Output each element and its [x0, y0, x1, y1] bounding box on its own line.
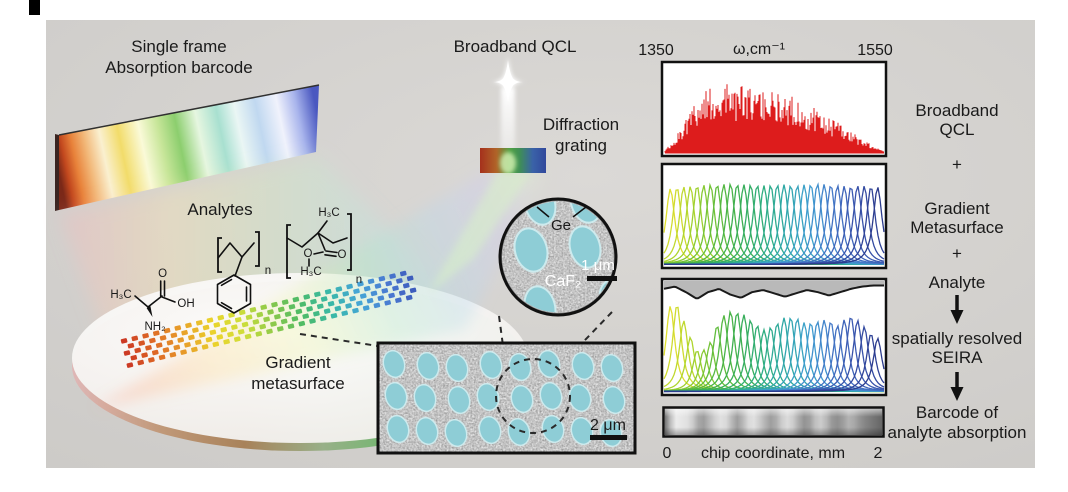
axis-label-1350: 1350	[638, 42, 674, 59]
axis-label-chip-coordinate: chip coordinate, mm	[701, 445, 845, 462]
title-line1: Single frame	[131, 37, 226, 56]
polystyrene-repeat-label: n	[265, 265, 271, 277]
pmma-ester-o-label: O	[304, 248, 313, 260]
barcode-strip-border	[662, 406, 885, 438]
scalebar-2um-label: 2 μm	[590, 417, 626, 434]
pmma-methyl-bottom-label: H₃C	[300, 266, 321, 278]
flow-step-metasurface-line2: Metasurface	[910, 218, 1004, 237]
panel-metasurface-resonances	[660, 162, 888, 270]
flow-step-seira-line1: spatially resolved	[892, 329, 1022, 348]
scalebar-1um	[587, 276, 617, 281]
alanine-methyl-label: H₃C	[110, 289, 131, 301]
down-arrow-icon-1	[950, 295, 964, 324]
ge-label: Ge	[551, 217, 571, 234]
flow-step-qcl-line2: QCL	[940, 120, 975, 139]
broadband-qcl-label: Broadband QCL	[454, 37, 577, 56]
flow-step-barcode-line2: analyte absorption	[888, 423, 1027, 442]
alanine-carbonyl-o-label: O	[158, 268, 167, 280]
diffraction-grating-label-line2: grating	[555, 136, 607, 155]
panel-qcl-spectrum	[660, 60, 888, 158]
panel-seira-spectra	[660, 277, 888, 397]
axis-label-2: 2	[874, 445, 883, 462]
axis-label-1550: 1550	[857, 42, 893, 59]
beam-spot	[500, 152, 516, 174]
metasurface-strip	[120, 270, 417, 368]
down-arrow-icon-2	[950, 372, 964, 401]
title-line2: Absorption barcode	[105, 58, 252, 77]
analytes-label: Analytes	[187, 200, 252, 219]
grating-output-beam	[428, 172, 532, 294]
barcode-strip-panel	[662, 406, 885, 438]
flow-step-seira-line2: SEIRA	[931, 348, 983, 367]
gradient-metasurface-label-line1: Gradient	[265, 353, 330, 372]
pmma-methyl-top-label: H₃C	[318, 207, 339, 219]
alanine-amine-label: NH₂	[144, 321, 165, 333]
gradient-metasurface-label-line2: metasurface	[251, 374, 345, 393]
molecule-pmma: H₃C O O H₃C n	[286, 207, 362, 286]
caf2-label: CaF₂	[545, 273, 581, 290]
axis-label-omega: ω,cm⁻¹	[733, 41, 785, 58]
plus-sign-2: +	[952, 244, 962, 263]
scalebar-2um	[590, 435, 627, 440]
axis-label-0: 0	[663, 445, 672, 462]
plus-sign-1: +	[952, 155, 962, 174]
molecule-alanine: H₃C O OH NH₂	[110, 268, 194, 333]
callout-line-strip-to-sem	[299, 333, 379, 347]
pmma-carbonyl-o-label: O	[338, 249, 347, 261]
flow-step-qcl-line1: Broadband	[915, 101, 998, 120]
single-frame-barcode-slab	[55, 84, 320, 211]
ge-pointer-left	[536, 206, 550, 218]
scalebar-1um-label: 1 μm	[581, 257, 615, 274]
sem-inset-circle: Ge CaF₂ 1 μm	[498, 197, 618, 317]
magnifier-dashed-circle	[495, 358, 571, 434]
ge-pointer-right	[572, 206, 587, 218]
sem-image-rect: 2 μm	[376, 341, 637, 455]
dispersed-light-cone	[95, 172, 545, 408]
molecule-polystyrene: n	[216, 231, 271, 314]
window-artifact	[29, 0, 40, 15]
diffraction-grating-label-line1: Diffraction	[543, 115, 619, 134]
flow-step-metasurface-line1: Gradient	[924, 199, 989, 218]
qcl-star-icon	[493, 60, 523, 102]
flow-step-barcode-line1: Barcode of	[916, 403, 998, 422]
flow-step-analyte: Analyte	[929, 273, 986, 292]
pmma-repeat-label: n	[356, 274, 362, 286]
alanine-hydroxyl-label: OH	[177, 298, 194, 310]
